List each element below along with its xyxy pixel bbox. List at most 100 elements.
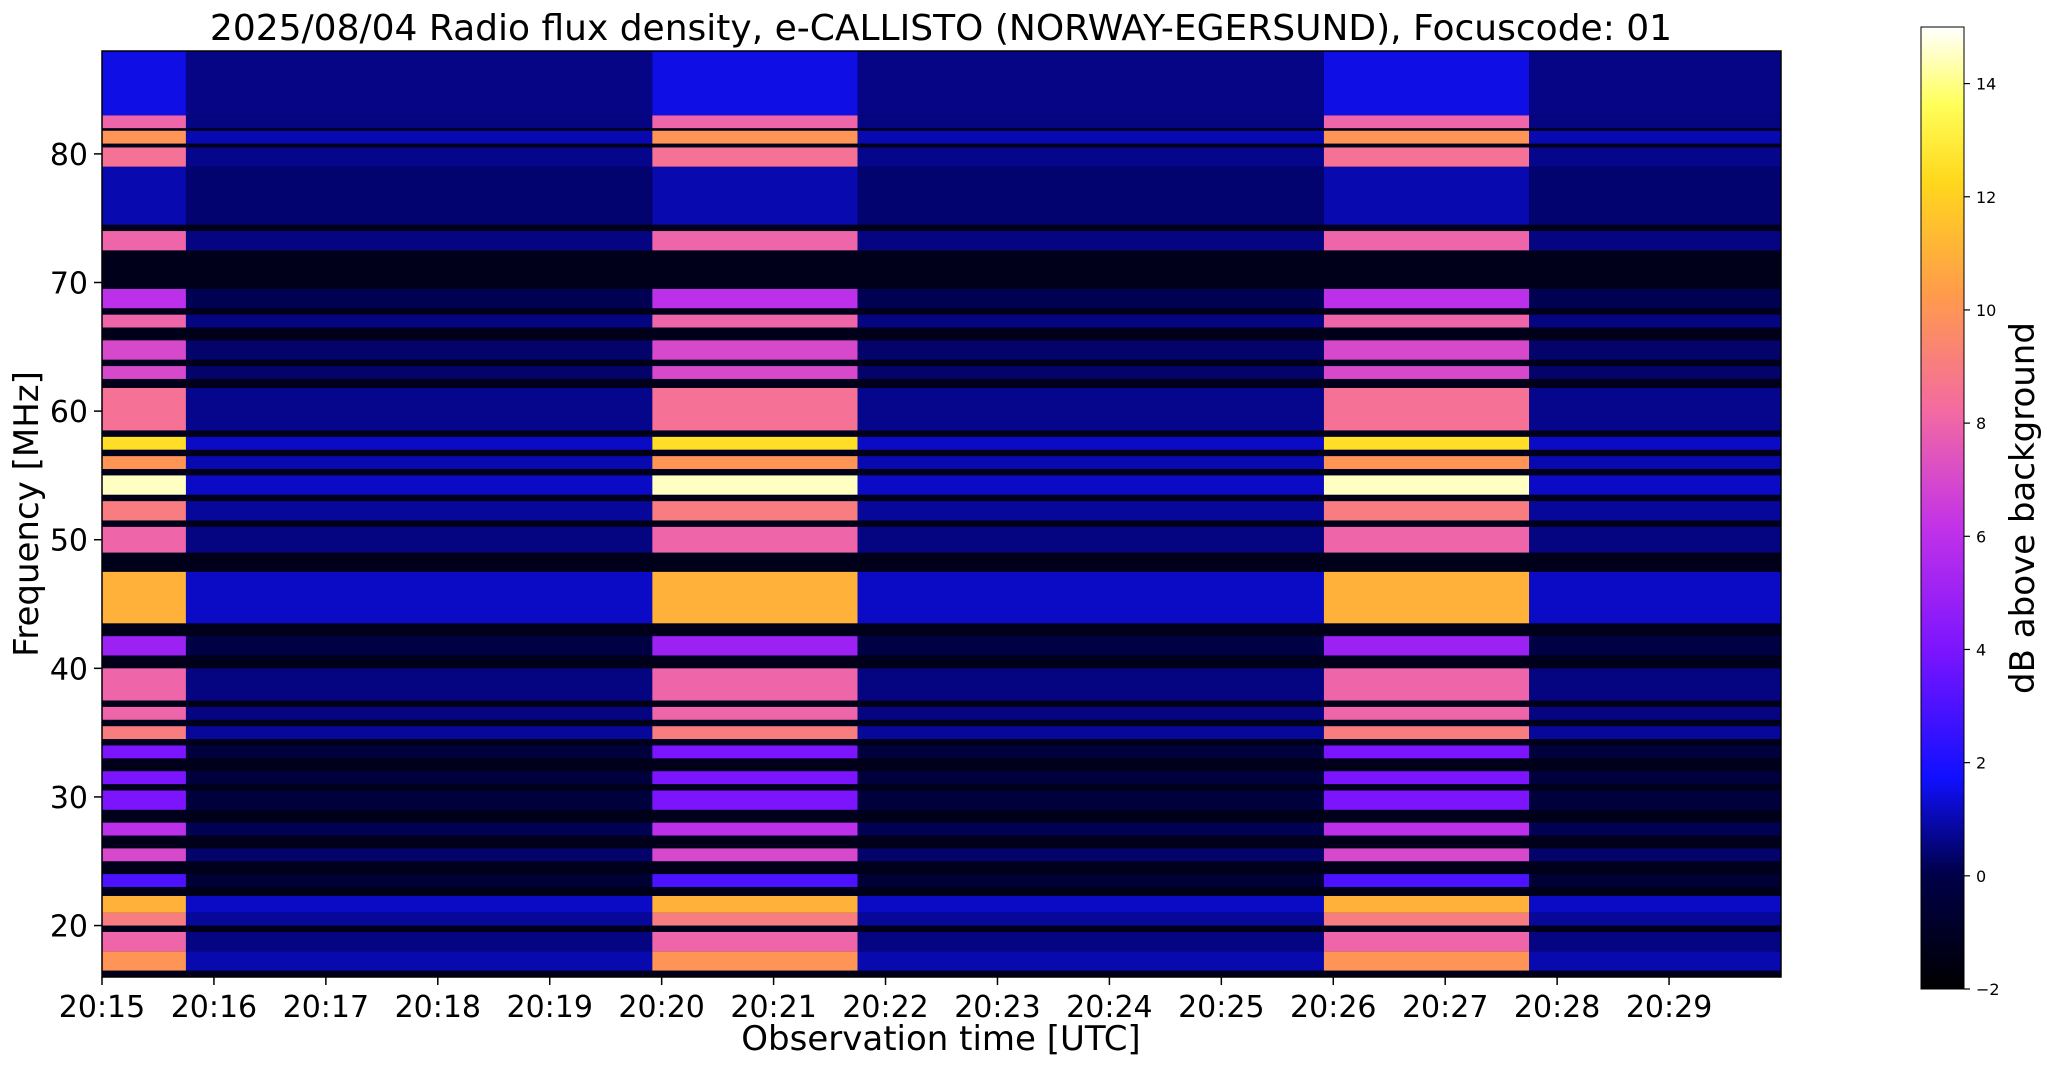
y-tick-label: 30 bbox=[50, 781, 88, 816]
heatmap-band bbox=[857, 436, 1324, 450]
heatmap-band bbox=[1529, 387, 1781, 431]
x-tick-label: 20:20 bbox=[618, 990, 704, 1025]
heatmap-band bbox=[185, 314, 653, 328]
x-tick-label: 20:18 bbox=[395, 990, 481, 1025]
heatmap-band bbox=[185, 848, 653, 862]
heatmap-band bbox=[652, 951, 858, 971]
x-tick-label: 20:19 bbox=[506, 990, 592, 1025]
heatmap-band bbox=[185, 895, 653, 913]
heatmap-band bbox=[1529, 848, 1781, 862]
heatmap-band bbox=[102, 571, 186, 624]
heatmap-band bbox=[857, 231, 1324, 251]
heatmap-band bbox=[1529, 571, 1781, 624]
heatmap-band bbox=[1323, 726, 1530, 740]
heatmap-band bbox=[857, 130, 1324, 144]
heatmap-band bbox=[1529, 130, 1781, 144]
heatmap-band bbox=[857, 668, 1324, 701]
heatmap-band bbox=[102, 456, 186, 469]
heatmap-band bbox=[652, 874, 858, 887]
heatmap-band bbox=[652, 501, 858, 521]
heatmap-band bbox=[1529, 366, 1781, 379]
chart-title: 2025/08/04 Radio flux density, e-CALLIST… bbox=[210, 8, 1672, 49]
heatmap-band bbox=[652, 436, 858, 450]
heatmap-band bbox=[102, 636, 186, 656]
heatmap-band bbox=[652, 147, 858, 167]
heatmap-band bbox=[1323, 706, 1530, 720]
heatmap-band bbox=[1323, 526, 1530, 553]
plot-area bbox=[102, 51, 1781, 977]
heatmap-band bbox=[857, 636, 1324, 656]
colorbar-tick-label: 14 bbox=[1976, 75, 1996, 94]
heatmap-band bbox=[652, 912, 858, 926]
heatmap-band bbox=[652, 745, 858, 759]
heatmap-band bbox=[857, 51, 1324, 116]
heatmap-band bbox=[1529, 822, 1781, 836]
heatmap-band bbox=[102, 147, 186, 167]
heatmap-band bbox=[652, 387, 858, 431]
plot-frame bbox=[101, 50, 1782, 978]
colorbar-tick-label: 2 bbox=[1976, 754, 1986, 773]
heatmap-band bbox=[102, 790, 186, 810]
heatmap-band bbox=[857, 166, 1324, 225]
heatmap-band bbox=[1529, 340, 1781, 360]
heatmap-band bbox=[652, 51, 858, 116]
heatmap-band bbox=[1323, 571, 1530, 624]
heatmap-band bbox=[857, 288, 1324, 309]
heatmap-band bbox=[857, 501, 1324, 521]
heatmap-band bbox=[1529, 874, 1781, 887]
heatmap-band bbox=[1529, 912, 1781, 926]
heatmap-band bbox=[1529, 636, 1781, 656]
heatmap-band bbox=[652, 456, 858, 469]
colorbar-tick-label: 10 bbox=[1976, 301, 1996, 320]
heatmap-band bbox=[1529, 475, 1781, 495]
heatmap-band bbox=[652, 366, 858, 379]
heatmap-band bbox=[185, 147, 653, 167]
colorbar: −2 0 2 4 6 8 10 12 14 dB above background bbox=[1920, 26, 2043, 999]
heatmap-band bbox=[652, 166, 858, 225]
heatmap-band bbox=[857, 822, 1324, 836]
x-tick-label: 20:22 bbox=[842, 990, 928, 1025]
x-tick-label: 20:24 bbox=[1066, 990, 1152, 1025]
heatmap-band bbox=[857, 895, 1324, 913]
x-tick-label: 20:17 bbox=[283, 990, 369, 1025]
heatmap-band bbox=[1529, 436, 1781, 450]
heatmap-band bbox=[1323, 771, 1530, 785]
heatmap-band bbox=[185, 822, 653, 836]
heatmap-band bbox=[185, 501, 653, 521]
heatmap-band bbox=[1529, 706, 1781, 720]
heatmap-band bbox=[102, 115, 186, 129]
heatmap-band bbox=[1529, 726, 1781, 740]
heatmap-band bbox=[1529, 288, 1781, 309]
heatmap-band bbox=[1323, 822, 1530, 836]
heatmap-band bbox=[1323, 848, 1530, 862]
heatmap-band bbox=[652, 668, 858, 701]
x-tick-label: 20:23 bbox=[954, 990, 1040, 1025]
heatmap-band bbox=[857, 912, 1324, 926]
colorbar-gradient bbox=[1920, 26, 1965, 990]
heatmap-band bbox=[102, 848, 186, 862]
heatmap-band bbox=[857, 706, 1324, 720]
heatmap-band bbox=[857, 456, 1324, 469]
heatmap-band bbox=[185, 231, 653, 251]
heatmap-band bbox=[102, 340, 186, 360]
heatmap-band bbox=[1529, 456, 1781, 469]
heatmap-band bbox=[1529, 745, 1781, 759]
heatmap-band bbox=[652, 706, 858, 720]
heatmap-band bbox=[102, 668, 186, 701]
heatmap-band bbox=[1323, 790, 1530, 810]
heatmap-band bbox=[102, 366, 186, 379]
heatmap-band bbox=[102, 314, 186, 328]
heatmap-band bbox=[857, 387, 1324, 431]
heatmap-band bbox=[1323, 636, 1530, 656]
heatmap-band bbox=[1529, 895, 1781, 913]
heatmap-band bbox=[1323, 501, 1530, 521]
heatmap-band bbox=[102, 745, 186, 759]
x-tick-label: 20:16 bbox=[171, 990, 257, 1025]
heatmap-band bbox=[185, 912, 653, 926]
heatmap-band bbox=[857, 147, 1324, 167]
heatmap-band bbox=[1529, 51, 1781, 116]
heatmap-band bbox=[1323, 147, 1530, 167]
heatmap-band bbox=[102, 526, 186, 553]
y-tick-label: 40 bbox=[50, 652, 88, 687]
heatmap-band bbox=[1323, 668, 1530, 701]
